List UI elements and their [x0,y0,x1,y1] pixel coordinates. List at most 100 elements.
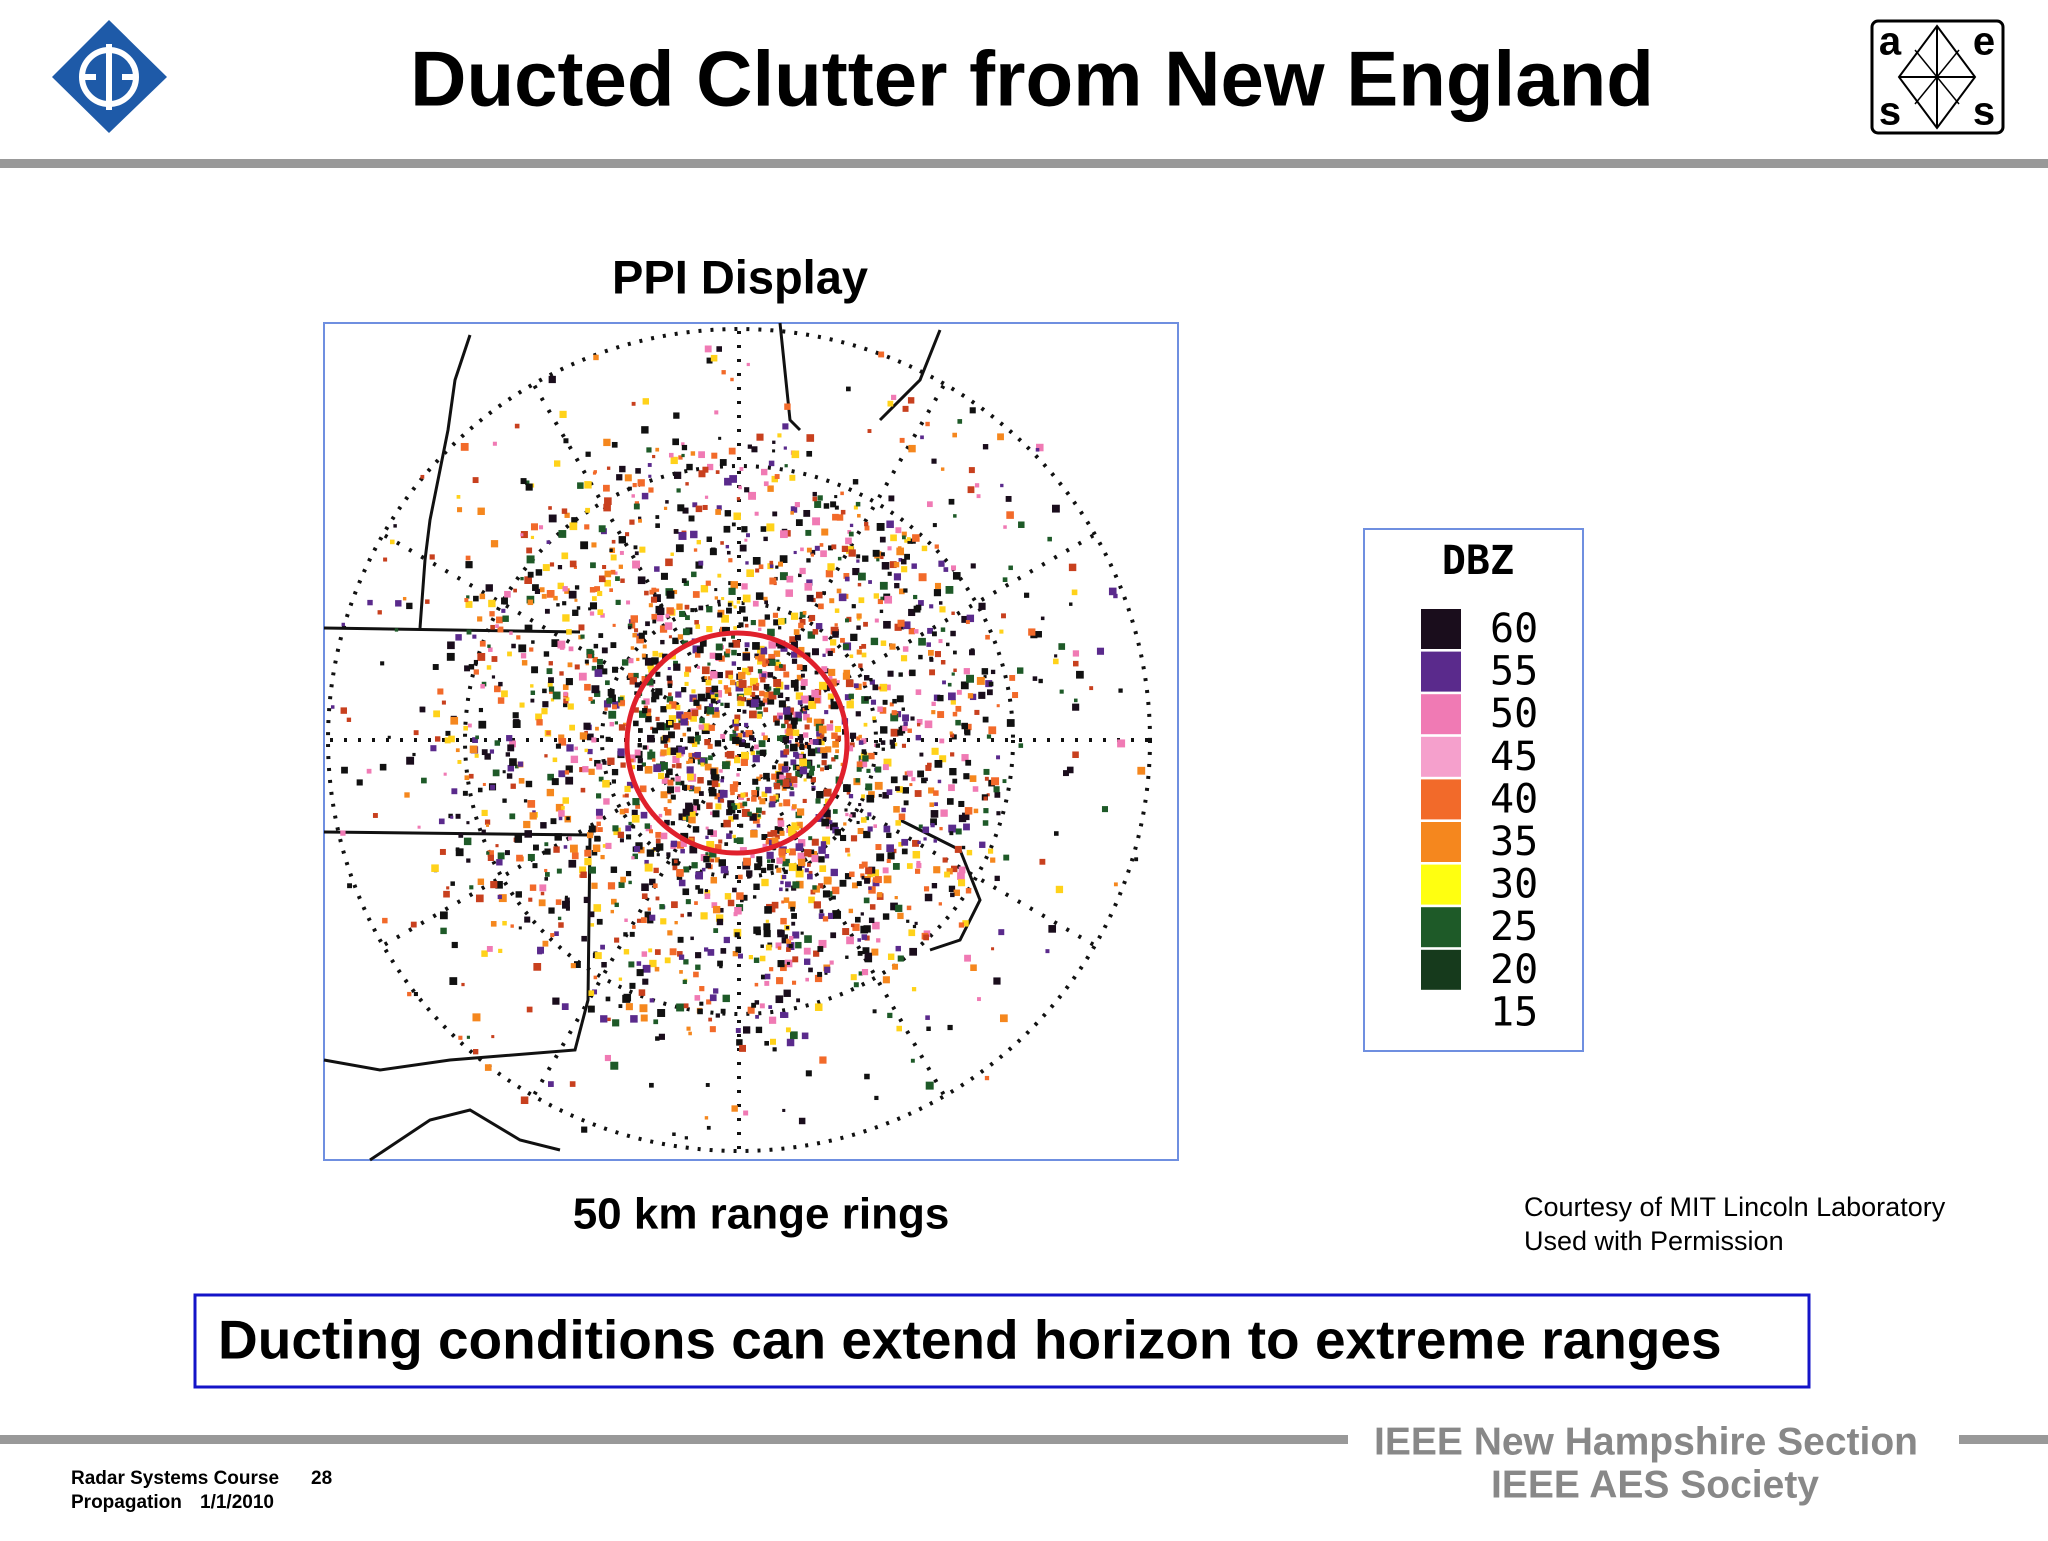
clutter-cell [878,686,882,690]
clutter-cell [520,1096,529,1105]
clutter-cell [473,595,479,602]
clutter-cell [565,678,573,686]
clutter-cell [903,800,909,806]
clutter-cell [825,570,834,578]
clutter-cell [774,865,779,869]
clutter-cell [939,606,946,613]
clutter-cell [734,907,742,915]
clutter-cell [550,933,555,938]
clutter-cell [574,598,578,602]
clutter-cell [982,716,989,723]
highlight-circle [624,630,850,856]
clutter-cell [725,670,734,679]
clutter-cell [561,508,568,514]
clutter-cell [981,668,989,675]
clutter-cell [775,834,780,840]
clutter-cell [894,896,898,900]
clutter-cell [794,634,801,641]
clutter-cell [1072,650,1080,657]
clutter-cell [705,862,712,869]
clutter-cell [492,769,500,777]
clutter-cell [969,649,975,656]
range-ring [600,601,878,879]
clutter-cell [676,763,682,769]
clutter-cell [752,778,759,785]
clutter-cell [940,659,946,665]
clutter-cell [519,702,525,708]
clutter-cell [644,765,653,774]
clutter-cell [473,669,479,675]
clutter-cell [939,826,943,831]
clutter-cell [813,718,822,727]
clutter-cell [795,880,804,889]
clutter-cell [746,797,750,802]
clutter-cell [820,747,827,754]
clutter-cell [776,977,784,985]
clutter-cell [731,1105,738,1112]
clutter-cell [494,685,501,693]
clutter-cell [404,792,410,798]
clutter-cell [737,699,745,707]
clutter-cell [569,1081,576,1087]
clutter-cell [451,941,458,949]
clutter-cell [532,584,539,591]
clutter-cell [544,848,551,855]
clutter-cell [668,452,674,458]
clutter-cell [450,815,454,819]
clutter-cell [754,863,761,871]
clutter-cell [550,698,555,702]
clutter-cell [662,735,669,741]
clutter-cell [741,667,749,675]
clutter-cell [886,520,894,529]
clutter-cell [462,790,468,796]
clutter-cell [665,613,670,618]
clutter-cell [612,825,619,832]
clutter-cell [856,761,863,768]
clutter-cell [705,580,711,586]
clutter-cell [962,920,969,927]
clutter-cell [1001,613,1006,619]
clutter-cell [434,736,441,742]
clutter-cell [587,1005,595,1013]
clutter-cell [896,695,904,703]
clutter-cell [739,467,744,471]
clutter-cell [633,845,641,853]
clutter-cell [781,937,788,944]
clutter-cell [863,751,867,755]
clutter-cell [598,776,604,782]
clutter-cell [958,922,965,928]
clutter-cell [729,784,738,792]
clutter-cell [706,536,712,542]
clutter-cell [743,1026,751,1034]
clutter-cell [489,749,495,754]
clutter-cell [773,794,779,800]
clutter-cell [718,859,727,867]
clutter-cell [911,563,917,569]
clutter-cell [931,747,939,755]
clutter-cell [705,686,712,693]
clutter-cell [652,758,656,762]
clutter-cell [788,943,793,949]
footer-date: 1/1/2010 [200,1492,274,1513]
clutter-cell [916,723,921,727]
clutter-cell [694,786,701,794]
clutter-cell [907,538,913,544]
clutter-cell [799,758,807,767]
clutter-cell [637,743,642,748]
clutter-cell [896,1025,902,1032]
clutter-cell [827,764,832,769]
clutter-cell [553,595,558,601]
clutter-cell [821,528,829,536]
clutter-cell [583,896,590,904]
clutter-cell [884,595,893,604]
clutter-cell [773,619,780,626]
clutter-cell [558,770,566,778]
clutter-cell [576,606,581,610]
clutter-cell [488,647,493,652]
clutter-cell [752,557,761,565]
clutter-cell [888,495,895,502]
clutter-cell [968,467,975,474]
clutter-cell [964,807,973,815]
clutter-cell [741,526,748,533]
clutter-cell [663,807,668,811]
